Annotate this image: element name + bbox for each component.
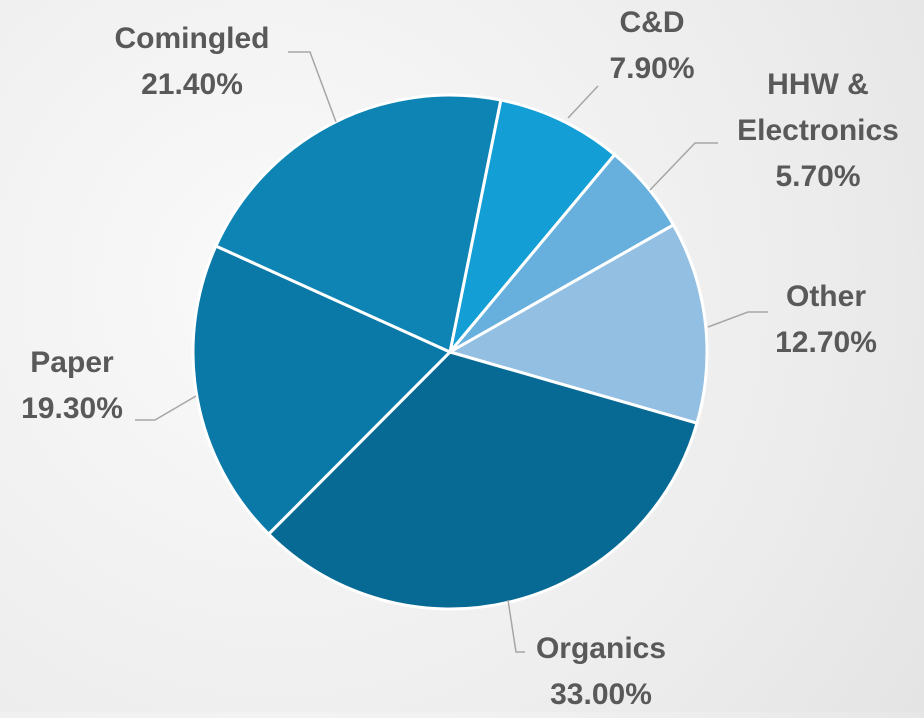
category-label: HHW & Electronics [737,68,899,147]
leader-line [707,311,768,328]
leader-line [288,51,337,123]
category-label: Organics [535,632,667,665]
category-label: Other [785,280,866,313]
category-label: C&D [619,6,685,39]
slice-label: Other 12.70% [726,274,924,366]
slice-label: C&D 7.90% [552,0,752,92]
leader-line [567,85,599,119]
leader-line [135,395,197,421]
slice-label: HHW & Electronics 5.70% [718,62,918,200]
pie-slice [213,93,503,355]
pie-slice [191,244,453,537]
value-label: 5.70% [775,160,861,193]
pie-slice [448,98,617,353]
value-label: 33.00% [550,678,652,711]
value-label: 12.70% [775,326,877,359]
leader-line [649,142,718,191]
value-label: 7.90% [609,52,695,85]
slice-label: Organics 33.00% [501,626,701,718]
slice-label: Comingled 21.40% [92,16,292,108]
pie-slice [446,222,709,426]
value-label: 21.40% [141,68,243,101]
pie-slice [266,350,699,611]
slice-label: Paper 19.30% [0,340,172,432]
category-label: Paper [30,346,114,379]
category-label: Comingled [114,22,270,55]
value-label: 19.30% [21,392,123,425]
leader-line [507,599,525,653]
